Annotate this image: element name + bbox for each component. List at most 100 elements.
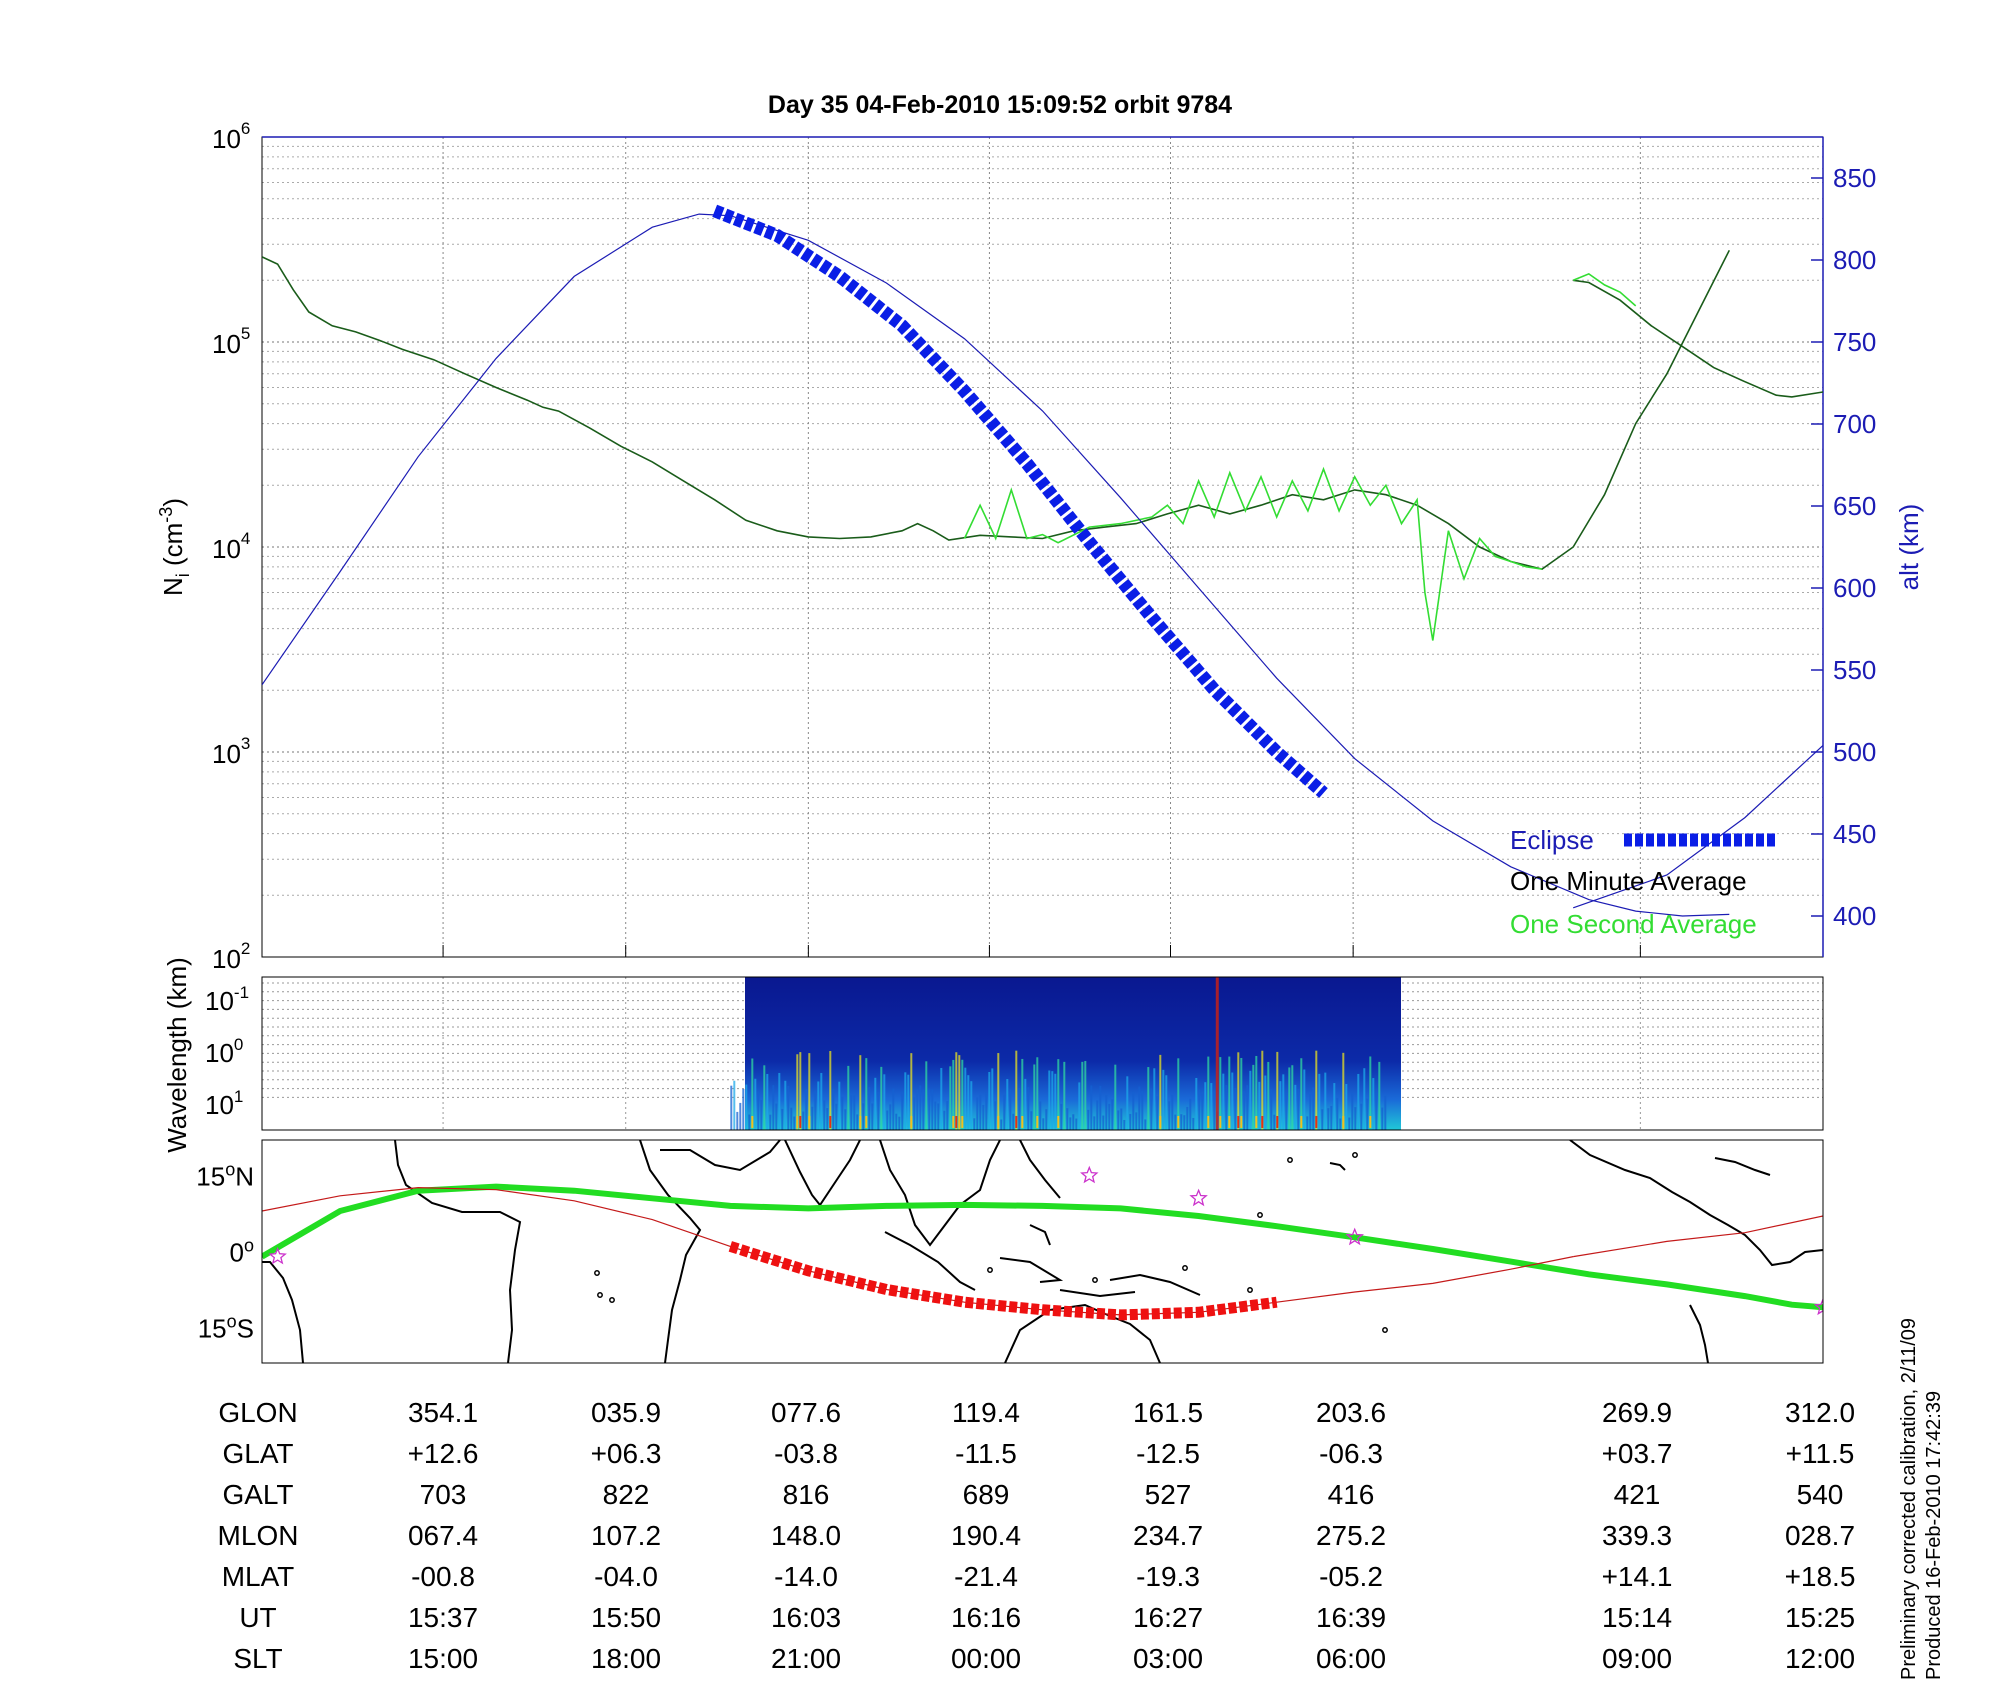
spec-hot [1228,1116,1231,1128]
spec-streak [1198,1089,1201,1130]
spec-streak [919,1085,922,1130]
spec-streak [1297,1088,1300,1130]
ion-density-panel: 102 103 104 105 106 400 450 500 550 600 650 700 750… [156,119,1924,974]
table-cell: 09:00 [1602,1643,1672,1674]
spec-hot [829,1116,832,1128]
right-y-ticks: 400 450 500 550 600 650 700 750 800 850 [1811,163,1876,931]
spec-streak [808,1053,811,1130]
spec-hot [1237,1116,1240,1128]
spec-streak [1330,1105,1333,1130]
spec-streak [1327,1108,1330,1130]
series-one-second-average [1572,272,1637,307]
spec-hot [1261,1116,1264,1128]
table-cell: 00:00 [951,1643,1021,1674]
spec-streak [1177,1058,1180,1130]
island [597,1292,603,1298]
spec-streak [817,1081,820,1130]
spec-streak [910,1053,913,1130]
spec-hot [1057,1116,1060,1128]
spec-streak [1222,1073,1225,1130]
spec-streak [895,1113,898,1130]
spec-streak [1312,1087,1315,1130]
legend-second-label: One Second Average [1510,909,1757,939]
spec-streak [964,1067,967,1130]
table-cell: 03:00 [1133,1643,1203,1674]
table-cell: 190.4 [951,1520,1021,1551]
spec-streak [1192,1117,1195,1130]
figure-title: Day 35 04-Feb-2010 15:09:52 orbit 9784 [768,91,1232,119]
spec-streak [1165,1075,1168,1130]
spec-streak [952,1059,955,1130]
spec-hot [1369,1116,1372,1128]
spec-streak [1366,1098,1369,1130]
coastline-sumatra [884,1231,976,1291]
spec-streak [1321,1109,1324,1130]
spec-streak [1345,1083,1348,1130]
spec-streak [901,1091,904,1130]
top-grid [262,137,1823,957]
table-cell: 107.2 [591,1520,661,1551]
spec-streak [853,1095,856,1130]
spec-hot [997,1116,1000,1128]
spec-streak [949,1066,952,1130]
spec-streak [940,1067,943,1130]
spec-streak [865,1058,868,1130]
table-cell: 689 [963,1479,1010,1510]
table-row-label: GLON [218,1397,297,1428]
spec-streak [1006,1078,1009,1130]
spec-streak [1348,1117,1351,1130]
spec-hot [1207,1116,1210,1128]
spec-streak [874,1077,877,1130]
spec-streak [787,1085,790,1130]
legend: Eclipse One Minute Average One Second Av… [1510,825,1776,939]
coastline-caribbean [1714,1157,1771,1176]
spec-streak [1051,1071,1054,1130]
spec-hot [799,1116,802,1128]
table-cell: 18:00 [591,1643,661,1674]
left-y-ticks: 102 103 104 105 106 [212,119,250,974]
y-tick-label: 103 [212,734,250,769]
table-cell: 15:50 [591,1602,661,1633]
island [1382,1327,1388,1333]
spec-streak [1375,1092,1378,1130]
spec-streak [1255,1055,1258,1130]
spec-streak [907,1074,910,1130]
y2-tick-label: 850 [1833,163,1876,193]
spec-streak [784,1080,787,1130]
spec-streak [1210,1083,1213,1130]
spec-streak [1186,1106,1189,1130]
spec-streak [868,1087,871,1130]
table-cell: 816 [783,1479,830,1510]
series-one-minute-average [262,249,1731,570]
spec-hot [796,1116,799,1128]
spec-streak [1180,1114,1183,1130]
table-cell: 16:16 [951,1602,1021,1633]
spec-streak [973,1118,976,1130]
map-y-tick-label: 15oN [196,1159,254,1191]
spec-streak [1102,1115,1105,1130]
spec-streak [1219,1057,1222,1130]
spec-streak [1213,1090,1216,1130]
coastline-hawaii [1329,1162,1346,1171]
spec-streak [751,1058,754,1130]
produced-timestamp: Produced 16-Feb-2010 17:42:39 [1923,1391,1945,1680]
table-cell: -03.8 [774,1438,838,1469]
spec-streak [943,1110,946,1130]
coastline-philippines [1029,1224,1051,1246]
table-cell: 312.0 [1785,1397,1855,1428]
spec-streak [1381,1107,1384,1130]
spec-streak [1174,1114,1177,1130]
coastline-arabia [660,1140,781,1172]
spec-streak [889,1104,892,1130]
coastline-china [1019,1140,1061,1199]
spec-streak [763,1065,766,1130]
spec-streak [1015,1050,1018,1130]
spec-streak [823,1100,826,1130]
y2-tick-label: 550 [1833,655,1876,685]
spec-streak [1234,1087,1237,1130]
table-cell: 12:00 [1785,1643,1855,1674]
table-cell: +03.7 [1602,1438,1673,1469]
spec-streak [1024,1078,1027,1130]
coastline-southeast-asia [879,1140,1001,1247]
spec-streak [1147,1067,1150,1130]
